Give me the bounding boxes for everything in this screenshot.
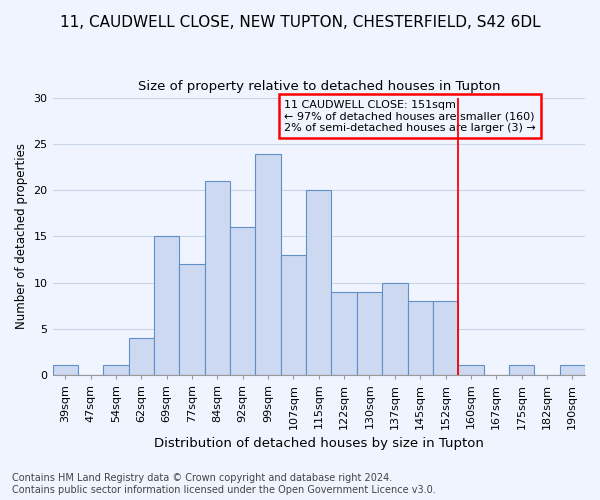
Bar [179,264,205,374]
Bar [433,301,458,374]
Bar [281,255,306,374]
Text: 11, CAUDWELL CLOSE, NEW TUPTON, CHESTERFIELD, S42 6DL: 11, CAUDWELL CLOSE, NEW TUPTON, CHESTERF… [59,15,541,30]
Bar [331,292,357,374]
Bar [230,228,256,374]
Bar [382,282,407,374]
Bar [509,366,534,374]
Y-axis label: Number of detached properties: Number of detached properties [15,144,28,330]
Bar [256,154,281,374]
Bar [154,236,179,374]
Bar [560,366,585,374]
Bar [458,366,484,374]
Title: Size of property relative to detached houses in Tupton: Size of property relative to detached ho… [137,80,500,93]
X-axis label: Distribution of detached houses by size in Tupton: Distribution of detached houses by size … [154,437,484,450]
Bar [205,181,230,374]
Bar [128,338,154,374]
Text: 11 CAUDWELL CLOSE: 151sqm
← 97% of detached houses are smaller (160)
2% of semi-: 11 CAUDWELL CLOSE: 151sqm ← 97% of detac… [284,100,536,133]
Bar [53,366,78,374]
Bar [407,301,433,374]
Bar [306,190,331,374]
Bar [103,366,128,374]
Bar [357,292,382,374]
Text: Contains HM Land Registry data © Crown copyright and database right 2024.
Contai: Contains HM Land Registry data © Crown c… [12,474,436,495]
